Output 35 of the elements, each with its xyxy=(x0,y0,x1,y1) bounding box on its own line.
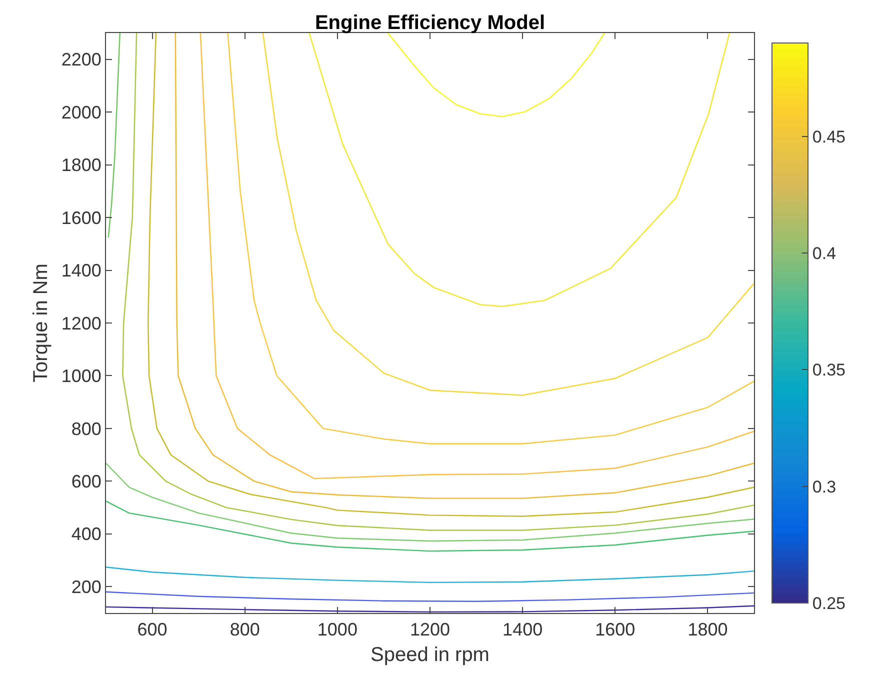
y-tick-label: 600 xyxy=(71,471,102,492)
line-series xyxy=(106,605,754,613)
x-tick-label: 1600 xyxy=(595,620,636,640)
line-series xyxy=(108,33,120,238)
y-tick-label: 1400 xyxy=(61,260,102,281)
y-tick-label: 200 xyxy=(71,576,102,597)
y-tick-label: 1200 xyxy=(61,313,102,334)
color-bar-label: 0.45 xyxy=(812,127,846,146)
x-tick-label: 800 xyxy=(230,620,260,640)
x-axis-title: Speed in rpm xyxy=(370,644,490,666)
y-tick-label: 2200 xyxy=(61,50,102,70)
line-series xyxy=(262,33,754,396)
line-series xyxy=(308,33,730,307)
x-tick-label: 600 xyxy=(137,620,168,640)
y-axis-title: Torque in Nm xyxy=(30,264,52,382)
x-tick-label: 1000 xyxy=(317,620,358,640)
line-series xyxy=(106,462,754,542)
color-bar-label: 0.35 xyxy=(812,360,846,380)
x-tick-label: 1200 xyxy=(410,620,450,640)
x-tick-label: 1800 xyxy=(688,620,728,640)
color-bar-label: 0.3 xyxy=(812,477,836,496)
y-tick-label: 800 xyxy=(71,418,102,439)
line-series xyxy=(387,33,606,118)
y-tick-label: 1800 xyxy=(61,155,102,176)
y-tick-label: 400 xyxy=(71,524,102,544)
color-bar-label: 0.25 xyxy=(812,594,846,613)
color-bar-label: 0.4 xyxy=(812,244,836,263)
y-tick-label: 1000 xyxy=(61,366,102,386)
chart-title: Engine Efficiency Model xyxy=(314,12,546,34)
line-series xyxy=(106,500,754,552)
line-series xyxy=(106,566,754,584)
x-tick-label: 1400 xyxy=(502,620,543,640)
y-tick-label: 2000 xyxy=(61,102,102,122)
line-series xyxy=(106,591,754,602)
y-tick-label: 1600 xyxy=(61,208,102,228)
